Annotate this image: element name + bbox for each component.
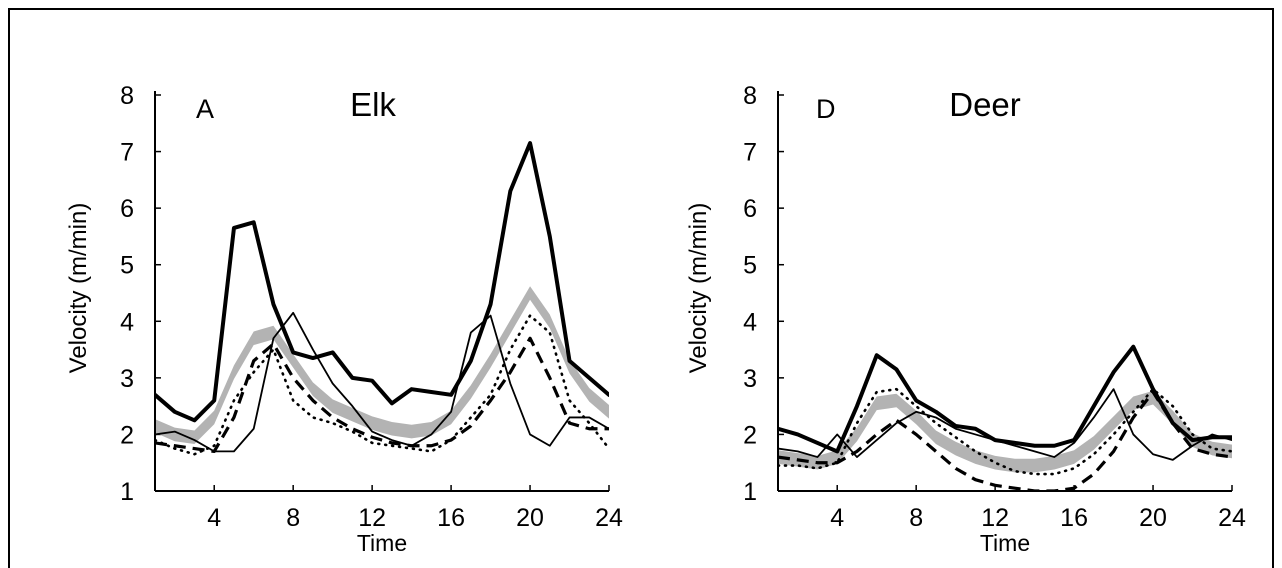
x-tick-label: 16 [437, 504, 465, 532]
series-line [778, 347, 1232, 452]
series-thick-solid [778, 347, 1232, 452]
x-axis-label: Time [980, 530, 1030, 556]
x-tick-label: 8 [909, 504, 923, 532]
x-tick-label: 24 [595, 504, 623, 532]
y-tick-label: 7 [743, 139, 757, 167]
y-tick-label: 8 [120, 82, 134, 110]
x-tick-label: 8 [286, 504, 300, 532]
x-tick-label: 20 [1139, 504, 1167, 532]
y-tick-label: 1 [120, 478, 134, 506]
panel-title: Deer [949, 86, 1021, 123]
y-tick-label: 1 [743, 478, 757, 506]
y-tick-label: 4 [120, 308, 134, 336]
x-tick-label: 20 [516, 504, 544, 532]
series-line [155, 143, 609, 420]
y-tick-label: 2 [743, 421, 757, 449]
y-tick-label: 5 [120, 252, 134, 280]
panel-title: Elk [350, 86, 396, 123]
x-tick-label: 12 [981, 504, 1009, 532]
plot-area [778, 347, 1232, 491]
x-tick-label: 16 [1060, 504, 1088, 532]
series-thick-solid [155, 143, 609, 420]
y-tick-label: 6 [743, 195, 757, 223]
x-tick-label: 24 [1218, 504, 1246, 532]
y-tick-label: 4 [743, 308, 757, 336]
y-tick-label: 8 [743, 82, 757, 110]
x-tick-label: 4 [207, 504, 221, 532]
y-tick-label: 3 [120, 365, 134, 393]
x-tick-label: 12 [358, 504, 386, 532]
plot-area [155, 143, 609, 454]
y-tick-label: 3 [743, 365, 757, 393]
x-axis-label: Time [357, 530, 407, 556]
y-axis-label: Velocity (m/min) [65, 203, 92, 374]
panel-letter: A [196, 94, 214, 124]
y-tick-label: 7 [120, 139, 134, 167]
panel-letter: D [816, 94, 836, 124]
y-axis-label: Velocity (m/min) [685, 203, 712, 374]
y-tick-label: 6 [120, 195, 134, 223]
y-tick-label: 5 [743, 252, 757, 280]
y-tick-label: 2 [120, 421, 134, 449]
x-tick-label: 4 [830, 504, 844, 532]
